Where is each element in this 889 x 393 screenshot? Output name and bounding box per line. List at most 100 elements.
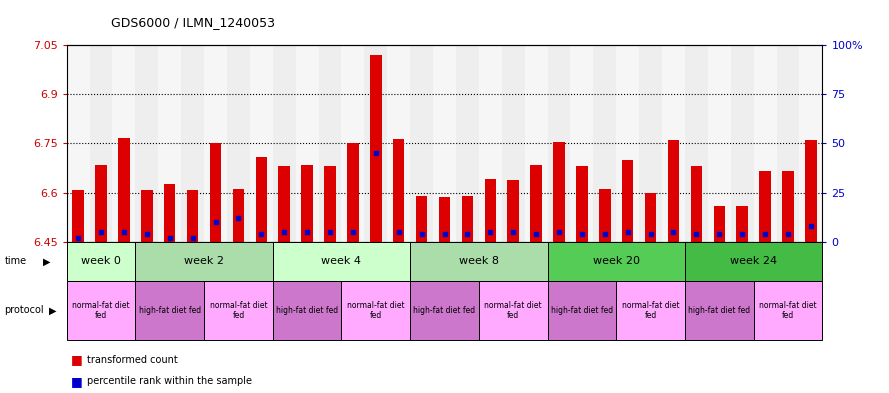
Bar — [204, 281, 273, 340]
Bar — [593, 45, 616, 242]
Bar — [250, 45, 273, 242]
Bar — [531, 165, 541, 242]
Bar — [135, 45, 158, 242]
Text: transformed count: transformed count — [87, 354, 178, 365]
Bar — [553, 142, 565, 242]
Bar — [731, 45, 754, 242]
Bar — [548, 242, 685, 281]
Text: normal-fat diet
fed: normal-fat diet fed — [347, 301, 404, 320]
Bar — [685, 45, 708, 242]
Text: normal-fat diet
fed: normal-fat diet fed — [210, 301, 268, 320]
Bar — [210, 143, 221, 242]
Bar — [754, 281, 822, 340]
Bar — [90, 45, 113, 242]
Text: high-fat diet fed: high-fat diet fed — [139, 306, 201, 315]
Bar — [341, 281, 410, 340]
Bar — [113, 45, 135, 242]
Bar — [67, 281, 135, 340]
Bar — [456, 45, 479, 242]
Bar — [616, 45, 639, 242]
Bar — [393, 139, 404, 242]
Bar — [754, 45, 776, 242]
Bar — [599, 189, 611, 242]
Text: normal-fat diet
fed: normal-fat diet fed — [72, 301, 130, 320]
Bar — [576, 166, 588, 242]
Bar — [714, 206, 725, 242]
Text: week 24: week 24 — [730, 256, 777, 266]
Bar — [548, 45, 571, 242]
Bar — [571, 45, 593, 242]
Bar — [433, 45, 456, 242]
Bar — [278, 166, 290, 242]
Text: normal-fat diet
fed: normal-fat diet fed — [621, 301, 679, 320]
Bar — [461, 196, 473, 242]
Bar — [501, 45, 525, 242]
Bar — [708, 45, 731, 242]
Text: GDS6000 / ILMN_1240053: GDS6000 / ILMN_1240053 — [111, 16, 275, 29]
Text: normal-fat diet
fed: normal-fat diet fed — [759, 301, 817, 320]
Text: ▶: ▶ — [49, 305, 56, 316]
Bar — [662, 45, 685, 242]
Bar — [508, 180, 519, 242]
Bar — [388, 45, 410, 242]
Bar — [233, 189, 244, 242]
Bar — [227, 45, 250, 242]
Text: ■: ■ — [71, 353, 83, 366]
Bar — [548, 281, 616, 340]
Text: time: time — [4, 256, 27, 266]
Bar — [410, 242, 548, 281]
Bar — [685, 242, 822, 281]
Bar — [782, 171, 794, 242]
Text: week 20: week 20 — [593, 256, 640, 266]
Bar — [181, 45, 204, 242]
Text: ▶: ▶ — [43, 256, 50, 266]
Bar — [410, 45, 433, 242]
Text: high-fat diet fed: high-fat diet fed — [551, 306, 613, 315]
Bar — [273, 281, 341, 340]
Bar — [691, 166, 702, 242]
Text: ■: ■ — [71, 375, 83, 388]
Bar — [118, 138, 130, 242]
Bar — [525, 45, 548, 242]
Text: high-fat diet fed: high-fat diet fed — [276, 306, 338, 315]
Bar — [135, 242, 273, 281]
Bar — [135, 281, 204, 340]
Bar — [187, 190, 198, 242]
Bar — [348, 143, 358, 242]
Bar — [776, 45, 799, 242]
Bar — [256, 157, 267, 242]
Text: week 8: week 8 — [459, 256, 499, 266]
Bar — [324, 166, 336, 242]
Bar — [95, 165, 107, 242]
Bar — [72, 190, 84, 242]
Bar — [668, 140, 679, 242]
Bar — [410, 281, 479, 340]
Bar — [158, 45, 181, 242]
Text: high-fat diet fed: high-fat diet fed — [413, 306, 476, 315]
Bar — [639, 45, 662, 242]
Bar — [685, 281, 754, 340]
Text: week 4: week 4 — [322, 256, 362, 266]
Text: percentile rank within the sample: percentile rank within the sample — [87, 376, 252, 386]
Bar — [416, 196, 428, 242]
Bar — [370, 55, 381, 242]
Bar — [273, 242, 410, 281]
Bar — [204, 45, 227, 242]
Bar — [364, 45, 388, 242]
Bar — [799, 45, 822, 242]
Text: high-fat diet fed: high-fat diet fed — [688, 306, 750, 315]
Bar — [759, 171, 771, 242]
Bar — [164, 184, 175, 242]
Bar — [296, 45, 318, 242]
Bar — [439, 197, 450, 242]
Bar — [736, 206, 748, 242]
Text: week 0: week 0 — [81, 256, 121, 266]
Text: protocol: protocol — [4, 305, 44, 316]
Bar — [141, 190, 153, 242]
Bar — [67, 242, 135, 281]
Bar — [301, 165, 313, 242]
Bar — [622, 160, 634, 242]
Bar — [67, 45, 90, 242]
Bar — [645, 193, 656, 242]
Bar — [479, 45, 501, 242]
